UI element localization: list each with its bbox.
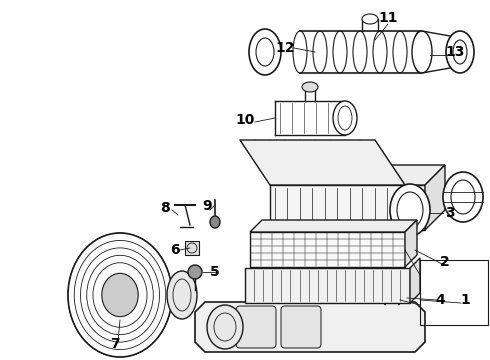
- Text: 1: 1: [460, 293, 470, 307]
- Bar: [270, 185, 425, 230]
- Polygon shape: [270, 165, 445, 185]
- FancyBboxPatch shape: [281, 306, 321, 348]
- Ellipse shape: [446, 31, 474, 73]
- Ellipse shape: [102, 273, 138, 317]
- Ellipse shape: [362, 14, 378, 24]
- Polygon shape: [425, 165, 445, 230]
- Ellipse shape: [302, 82, 318, 92]
- Text: 7: 7: [110, 337, 120, 351]
- Text: 12: 12: [275, 41, 295, 55]
- Polygon shape: [410, 258, 420, 303]
- Text: 11: 11: [378, 11, 398, 25]
- FancyBboxPatch shape: [236, 306, 276, 348]
- Ellipse shape: [207, 305, 243, 349]
- Ellipse shape: [167, 271, 197, 319]
- Ellipse shape: [249, 29, 281, 75]
- Ellipse shape: [188, 265, 202, 279]
- Text: 2: 2: [440, 255, 450, 269]
- Ellipse shape: [443, 172, 483, 222]
- Ellipse shape: [390, 184, 430, 236]
- Polygon shape: [240, 140, 405, 185]
- Polygon shape: [195, 302, 425, 352]
- Bar: [185, 241, 199, 255]
- Polygon shape: [405, 220, 417, 267]
- Bar: [250, 232, 405, 267]
- Text: 5: 5: [210, 265, 220, 279]
- Text: 4: 4: [435, 293, 445, 307]
- Ellipse shape: [210, 216, 220, 228]
- Ellipse shape: [68, 233, 172, 357]
- Text: 13: 13: [445, 45, 465, 59]
- Ellipse shape: [412, 31, 432, 73]
- Bar: [420, 260, 488, 325]
- Text: 10: 10: [235, 113, 255, 127]
- Polygon shape: [250, 220, 417, 232]
- Text: 3: 3: [445, 206, 455, 220]
- Text: 8: 8: [160, 201, 170, 215]
- Text: 9: 9: [202, 199, 212, 213]
- Text: 6: 6: [170, 243, 180, 257]
- Bar: [245, 268, 410, 303]
- Ellipse shape: [333, 101, 357, 135]
